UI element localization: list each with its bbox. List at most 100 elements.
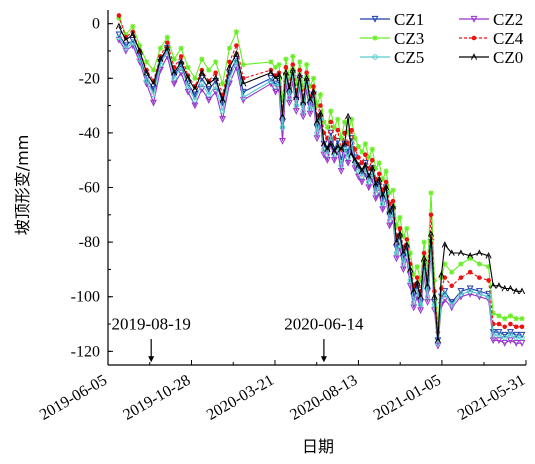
data-point — [143, 69, 150, 76]
data-point — [177, 69, 185, 77]
data-point — [293, 93, 300, 101]
data-point — [485, 290, 492, 298]
data-point — [458, 261, 464, 267]
data-point — [199, 81, 205, 87]
y-tick-label: -80 — [79, 234, 100, 251]
legend-item-cz4: CZ4 — [459, 29, 524, 48]
data-point — [192, 97, 198, 103]
data-point — [376, 171, 382, 177]
series-cz0 — [115, 22, 526, 344]
data-point — [428, 190, 434, 196]
data-point — [198, 86, 206, 93]
data-point — [512, 340, 520, 347]
series-cz4 — [116, 13, 525, 335]
data-point — [165, 40, 170, 46]
legend-label: CZ5 — [394, 48, 424, 67]
data-point — [400, 249, 407, 256]
data-point — [170, 80, 178, 88]
data-point — [496, 313, 502, 319]
data-point — [404, 225, 410, 232]
data-point — [512, 331, 520, 339]
data-point — [404, 237, 410, 242]
data-point — [122, 36, 129, 43]
data-point — [352, 146, 358, 152]
y-tick-label: 0 — [92, 16, 100, 33]
data-point — [373, 165, 379, 171]
data-point — [205, 86, 213, 93]
data-point — [219, 108, 226, 114]
data-point — [376, 175, 383, 183]
data-point — [226, 45, 233, 51]
data-point — [328, 119, 334, 125]
data-point — [359, 173, 365, 180]
data-point — [507, 284, 514, 292]
data-point — [359, 149, 365, 155]
data-point — [335, 127, 341, 133]
data-point — [285, 99, 293, 107]
data-point — [390, 198, 396, 204]
data-point — [331, 148, 338, 155]
data-point — [407, 265, 414, 273]
data-point — [272, 64, 279, 70]
data-point — [379, 206, 387, 214]
data-point — [240, 62, 246, 68]
annotation: 2020-06-14 — [284, 315, 364, 363]
data-point — [283, 56, 289, 62]
data-point — [279, 112, 286, 120]
data-point — [411, 272, 417, 278]
data-point — [184, 88, 192, 96]
data-point — [383, 168, 389, 174]
data-point — [358, 178, 366, 186]
data-point — [341, 140, 348, 147]
data-point — [495, 282, 502, 289]
data-point — [485, 264, 492, 270]
data-point — [355, 143, 362, 150]
data-point — [282, 69, 289, 76]
data-point — [431, 293, 438, 300]
data-point — [330, 157, 338, 164]
data-point — [199, 56, 205, 62]
data-point — [292, 107, 300, 115]
legend-swatch-marker — [371, 15, 379, 23]
data-point — [306, 110, 314, 118]
data-point — [226, 63, 233, 71]
data-point — [129, 36, 137, 44]
data-point — [417, 302, 424, 308]
data-point — [475, 288, 483, 295]
data-point — [386, 190, 393, 196]
data-point — [143, 78, 150, 84]
annotation-label: 2019-08-19 — [112, 315, 191, 334]
data-point — [286, 94, 293, 101]
data-point — [289, 66, 296, 73]
data-point — [407, 250, 413, 256]
data-point — [178, 54, 184, 59]
data-point — [338, 145, 345, 153]
data-point — [458, 291, 464, 297]
data-point — [233, 29, 239, 35]
data-point — [418, 277, 424, 283]
data-point — [424, 282, 431, 289]
series-line-cz2 — [118, 39, 522, 346]
data-point — [424, 299, 431, 306]
data-point — [507, 329, 514, 336]
annotation-label: 2020-06-14 — [284, 315, 364, 334]
data-point — [424, 294, 431, 300]
data-point — [386, 222, 393, 230]
data-point — [240, 94, 247, 101]
data-point — [304, 62, 310, 68]
data-point — [130, 40, 136, 46]
data-point — [508, 321, 513, 327]
data-point — [150, 67, 157, 73]
data-point — [267, 75, 275, 82]
data-point — [164, 34, 170, 40]
data-point — [359, 160, 365, 166]
annotation: 2019-08-19 — [112, 315, 191, 363]
data-point — [279, 124, 286, 131]
data-point — [372, 195, 380, 203]
data-point — [318, 103, 323, 108]
data-point — [171, 69, 178, 76]
data-point — [393, 255, 400, 263]
data-point — [198, 75, 206, 82]
data-point — [314, 102, 320, 109]
data-point — [485, 294, 492, 300]
